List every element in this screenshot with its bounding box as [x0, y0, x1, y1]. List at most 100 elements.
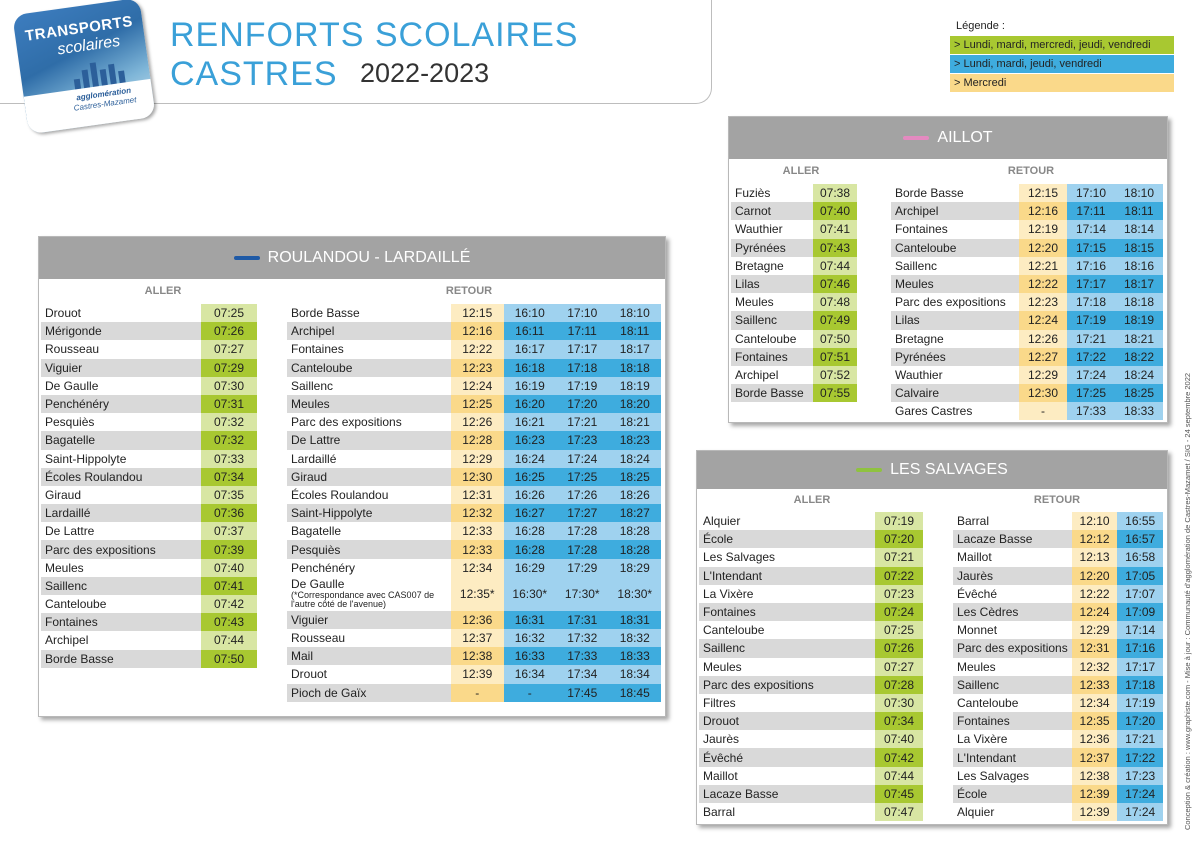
- time-cell: 17:21: [556, 413, 609, 432]
- table-row: Borde Basse 12:15 16:10 17:10 18:10: [287, 304, 661, 323]
- time-cell: 12:25: [451, 394, 504, 414]
- stop-name: Parc des expositions: [287, 413, 451, 432]
- time-cell: 07:43: [813, 238, 857, 257]
- time-cell: 17:24: [556, 449, 609, 468]
- stop-name: Évêché: [953, 584, 1072, 603]
- time-cell: 18:14: [1115, 220, 1163, 239]
- table-row: La Vixère 12:36 17:21: [953, 730, 1163, 749]
- time-cell: 17:26: [556, 485, 609, 505]
- stop-name: Lacaze Basse: [699, 784, 875, 803]
- table-row: Borde Basse 07:50: [41, 649, 257, 668]
- table-row: Meules 12:32 17:17: [953, 657, 1163, 676]
- time-cell: 18:25: [608, 467, 661, 486]
- time-cell: 07:19: [875, 512, 923, 531]
- time-cell: 16:58: [1117, 548, 1163, 567]
- table-row: Évêché 07:42: [699, 748, 923, 767]
- line-name: ROULANDOU - LARDAILLÉ: [267, 249, 471, 266]
- stop-name: Archipel: [731, 365, 813, 385]
- time-cell: 12:22: [1019, 274, 1067, 294]
- stop-name: L'Intendant: [699, 566, 875, 585]
- table-row: L'Intendant 07:22: [699, 566, 923, 585]
- stop-name: Pyrénées: [891, 347, 1019, 366]
- time-cell: 12:21: [1019, 256, 1067, 275]
- time-cell: 18:32: [608, 629, 661, 648]
- table-row: Les Cèdres 12:24 17:09: [953, 602, 1163, 622]
- time-cell: 12:16: [1019, 202, 1067, 221]
- stop-name: Fontaines: [953, 712, 1072, 731]
- stop-name: Saillenc: [891, 256, 1019, 275]
- time-cell: 12:30: [1019, 384, 1067, 403]
- time-cell: 12:39: [451, 665, 504, 684]
- time-cell: 17:22: [1117, 748, 1163, 767]
- table-row: Pesquiès 12:33 16:28 17:28 18:28: [287, 540, 661, 559]
- table-row: Les Salvages 07:21: [699, 548, 923, 567]
- line-color-dash-icon: [233, 256, 260, 260]
- table-row: École 07:20: [699, 530, 923, 549]
- legend: Légende : > Lundi, mardi, mercredi, jeud…: [950, 20, 1174, 93]
- time-cell: 17:23: [1117, 766, 1163, 785]
- time-cell: 12:36: [451, 610, 504, 629]
- time-cell: 16:31: [503, 610, 556, 629]
- table-row: Drouot 07:25: [41, 304, 257, 323]
- time-cell: 12:22: [451, 340, 504, 359]
- time-cell: 12:15: [451, 304, 504, 323]
- time-cell: 07:29: [201, 358, 257, 377]
- time-cell: 16:27: [503, 504, 556, 523]
- time-cell: 07:32: [201, 413, 257, 432]
- time-cell: 18:23: [608, 431, 661, 450]
- table-row: Écoles Roulandou 07:34: [41, 467, 257, 486]
- stop-name: Parc des expositions: [699, 675, 875, 694]
- time-cell: 12:33: [1071, 675, 1118, 694]
- table-row: Canteloube 12:20 17:15 18:15: [891, 238, 1163, 257]
- table-row: Pesquiès 07:32: [41, 413, 257, 432]
- time-cell: 07:30: [875, 693, 923, 713]
- time-cell: 17:23: [556, 431, 609, 450]
- time-cell: 16:26: [503, 485, 556, 505]
- stop-name: Les Salvages: [699, 548, 875, 567]
- time-cell: 18:21: [608, 413, 661, 432]
- time-cell: 07:44: [201, 631, 257, 650]
- time-cell: 16:32: [503, 629, 556, 648]
- time-cell: 12:20: [1019, 238, 1067, 257]
- time-cell: 17:28: [556, 540, 609, 559]
- line-name: LES SALVAGES: [890, 461, 1008, 478]
- time-cell: 07:51: [813, 347, 857, 366]
- time-cell: 18:19: [608, 376, 661, 395]
- table-row: Fontaines 07:24: [699, 602, 923, 622]
- stop-name: La Vixère: [953, 730, 1072, 749]
- stop-name: De Lattre: [287, 431, 451, 450]
- stop-name: Lardaillé: [41, 504, 201, 523]
- table-row: Jaurès 12:20 17:05: [953, 566, 1163, 585]
- retour-heading: RETOUR: [1033, 494, 1081, 506]
- stop-name: Parc des expositions: [41, 540, 201, 559]
- legend-title: Légende :: [956, 20, 1005, 32]
- stop-name: Fontaines: [891, 220, 1019, 239]
- time-cell: 07:43: [201, 613, 257, 632]
- table-row: De Lattre 07:37: [41, 522, 257, 541]
- time-cell: 12:35*: [451, 576, 504, 611]
- stop-name: Alquier: [953, 803, 1072, 822]
- time-cell: 18:18: [608, 358, 661, 377]
- stop-name: École: [699, 530, 875, 549]
- stop-name: Drouot: [41, 304, 201, 323]
- table-row: Lardaillé 07:36: [41, 504, 257, 523]
- time-cell: 07:41: [813, 220, 857, 239]
- time-cell: 18:24: [608, 449, 661, 468]
- line-color-dash-icon: [903, 136, 930, 140]
- time-cell: 17:24: [1067, 365, 1115, 385]
- time-cell: 07:42: [875, 748, 923, 767]
- time-cell: 12:19: [1019, 220, 1067, 239]
- time-cell: 07:50: [201, 649, 257, 668]
- time-cell: 07:22: [875, 566, 923, 585]
- stop-name: Pyrénées: [731, 238, 813, 257]
- time-cell: 16:34: [503, 665, 556, 684]
- stop-name: Saint-Hippolyte: [287, 504, 451, 523]
- stop-name-text: De Gaulle: [291, 577, 345, 592]
- table-row: Meules 12:22 17:17 18:17: [891, 274, 1163, 294]
- time-cell: 17:27: [556, 504, 609, 523]
- stop-name: Lardaillé: [287, 449, 451, 468]
- stop-name: Saillenc: [41, 576, 201, 595]
- table-row: Bagatelle 07:32: [41, 431, 257, 450]
- stop-name: Évêché: [699, 748, 875, 767]
